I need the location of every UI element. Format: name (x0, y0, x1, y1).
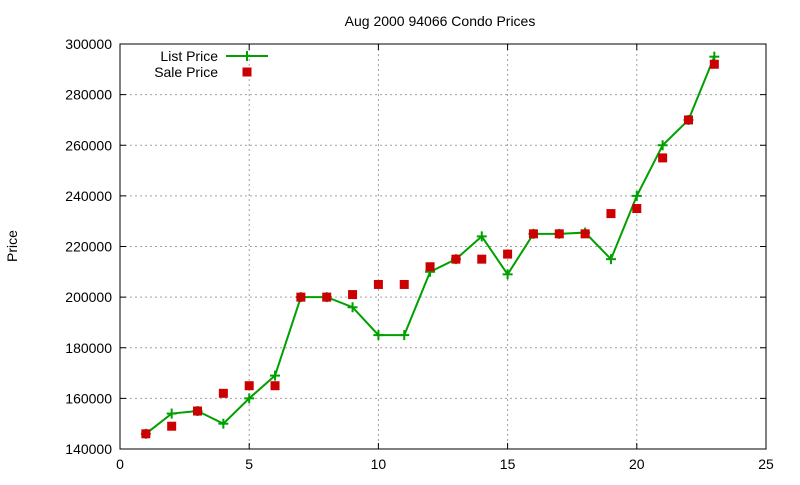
grid (120, 44, 766, 449)
y-tick-label: 160000 (65, 390, 112, 406)
y-tick-label: 300000 (65, 36, 112, 52)
sale-price-point (503, 249, 513, 259)
y-tick-label: 280000 (65, 87, 112, 103)
list-price-point (218, 418, 229, 429)
list-price-point (502, 269, 513, 280)
x-tick-label: 5 (245, 456, 253, 472)
sale-price-point (167, 421, 177, 431)
sale-price-point (554, 229, 564, 239)
y-axis-label: Price (4, 230, 20, 262)
list-price-point (631, 190, 642, 201)
list-price-point (270, 370, 281, 381)
y-tick-label: 200000 (65, 289, 112, 305)
sale-price-point (193, 406, 203, 416)
x-tick-label: 20 (629, 456, 645, 472)
list-price-point (373, 330, 384, 341)
sale-price-point (296, 292, 306, 302)
x-tick-label: 15 (500, 456, 516, 472)
sale-price-point (709, 59, 719, 69)
ticks: 0 5 10 15 20 25 140000 160000 180000 200000 220000… (65, 36, 774, 472)
sale-price-point (606, 209, 616, 219)
sale-price-point (373, 279, 383, 289)
legend-square-marker (242, 67, 252, 77)
chart-title: Aug 2000 94066 Condo Prices (345, 13, 536, 29)
sale-price-point (658, 153, 668, 163)
legend-label: List Price (160, 48, 218, 64)
sale-price-point (322, 292, 332, 302)
y-tick-label: 260000 (65, 137, 112, 153)
list-price-line (145, 56, 716, 435)
y-tick-label: 180000 (65, 340, 112, 356)
sale-price-point (244, 381, 254, 391)
list-price-point (166, 408, 177, 419)
sale-price-point (528, 229, 538, 239)
list-price-point (347, 302, 358, 313)
sale-price-point (451, 254, 461, 264)
list-price-point (476, 231, 487, 242)
x-tick-label: 10 (371, 456, 387, 472)
sale-price-point (580, 229, 590, 239)
sale-price-point (632, 204, 642, 214)
sale-price-point (425, 262, 435, 272)
list-price-point (399, 330, 410, 341)
y-tick-label: 240000 (65, 188, 112, 204)
sale-price-point (218, 388, 228, 398)
list-price-point (657, 140, 668, 151)
sale-price-point (683, 115, 693, 125)
x-tick-label: 0 (116, 456, 124, 472)
list-price-point (605, 254, 616, 265)
sale-price-point (141, 429, 151, 439)
sale-price-point (477, 254, 487, 264)
plot-frame (119, 43, 767, 450)
sale-price-point (348, 290, 358, 300)
list-price-point (244, 393, 255, 404)
legend-label: Sale Price (154, 64, 218, 80)
y-tick-label: 140000 (65, 441, 112, 457)
sale-price-point (270, 381, 280, 391)
sale-price-point (399, 279, 409, 289)
legend-plus-marker (242, 51, 252, 61)
series (140, 51, 720, 439)
y-tick-label: 220000 (65, 239, 112, 255)
x-tick-label: 25 (758, 456, 774, 472)
